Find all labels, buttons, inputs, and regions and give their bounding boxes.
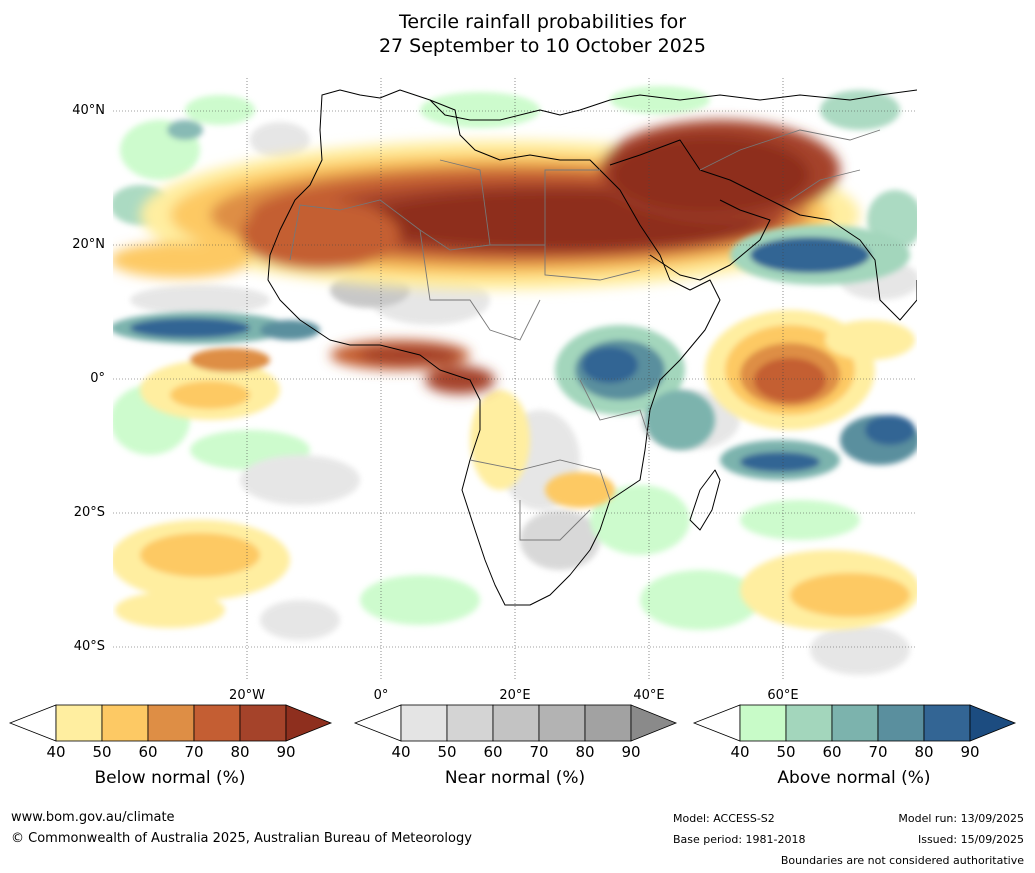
near-normal-label: Near normal (%) [444,768,586,788]
near-tick: 80 [575,743,595,761]
below-tick: 40 [46,743,66,761]
lon-label-20w: 20°W [229,688,265,703]
below-tick: 60 [138,743,158,761]
below-tick: 50 [92,743,112,761]
map-title: Tercile rainfall probabilities for 27 Se… [0,10,1035,58]
above-tick: 60 [822,743,842,761]
colorbar-above [692,704,1017,742]
lat-label-40s: 40°S [73,639,105,654]
below-tick: 70 [184,743,204,761]
lon-label-20e: 20°E [499,688,531,703]
above-tick: 70 [868,743,888,761]
lat-label-20s: 20°S [73,505,105,520]
above-tick: 90 [960,743,980,761]
title-line-1: Tercile rainfall probabilities for [398,11,687,33]
lon-label-0: 0° [373,688,389,703]
lat-label-0: 0° [90,371,105,386]
below-normal-label: Below normal (%) [94,768,246,788]
below-tick: 80 [230,743,250,761]
below-tick: 90 [276,743,296,761]
issued-text: Issued: 15/09/2025 [917,833,1024,846]
colorbar-near [353,704,678,742]
copyright-text: © Commonwealth of Australia 2025, Austra… [11,831,472,846]
above-normal-label: Above normal (%) [777,768,931,788]
near-tick: 90 [621,743,641,761]
above-tick: 40 [730,743,750,761]
colorbar-below [8,704,333,742]
near-tick: 50 [437,743,457,761]
model-text: Model: ACCESS-S2 [673,812,775,825]
lat-label-40n: 40°N [72,103,105,118]
title-line-2: 27 September to 10 October 2025 [378,35,707,57]
map-plot-area [113,78,917,681]
disclaimer-text: Boundaries are not considered authoritat… [780,854,1024,867]
model-run-text: Model run: 13/09/2025 [898,812,1024,825]
above-tick: 50 [776,743,796,761]
lat-label-20n: 20°N [72,237,105,252]
website-link[interactable]: www.bom.gov.au/climate [11,810,175,825]
near-tick: 70 [529,743,549,761]
base-period-text: Base period: 1981-2018 [673,833,806,846]
above-tick: 80 [914,743,934,761]
near-tick: 60 [483,743,503,761]
lon-label-60e: 60°E [767,688,799,703]
near-tick: 40 [391,743,411,761]
lon-label-40e: 40°E [633,688,665,703]
